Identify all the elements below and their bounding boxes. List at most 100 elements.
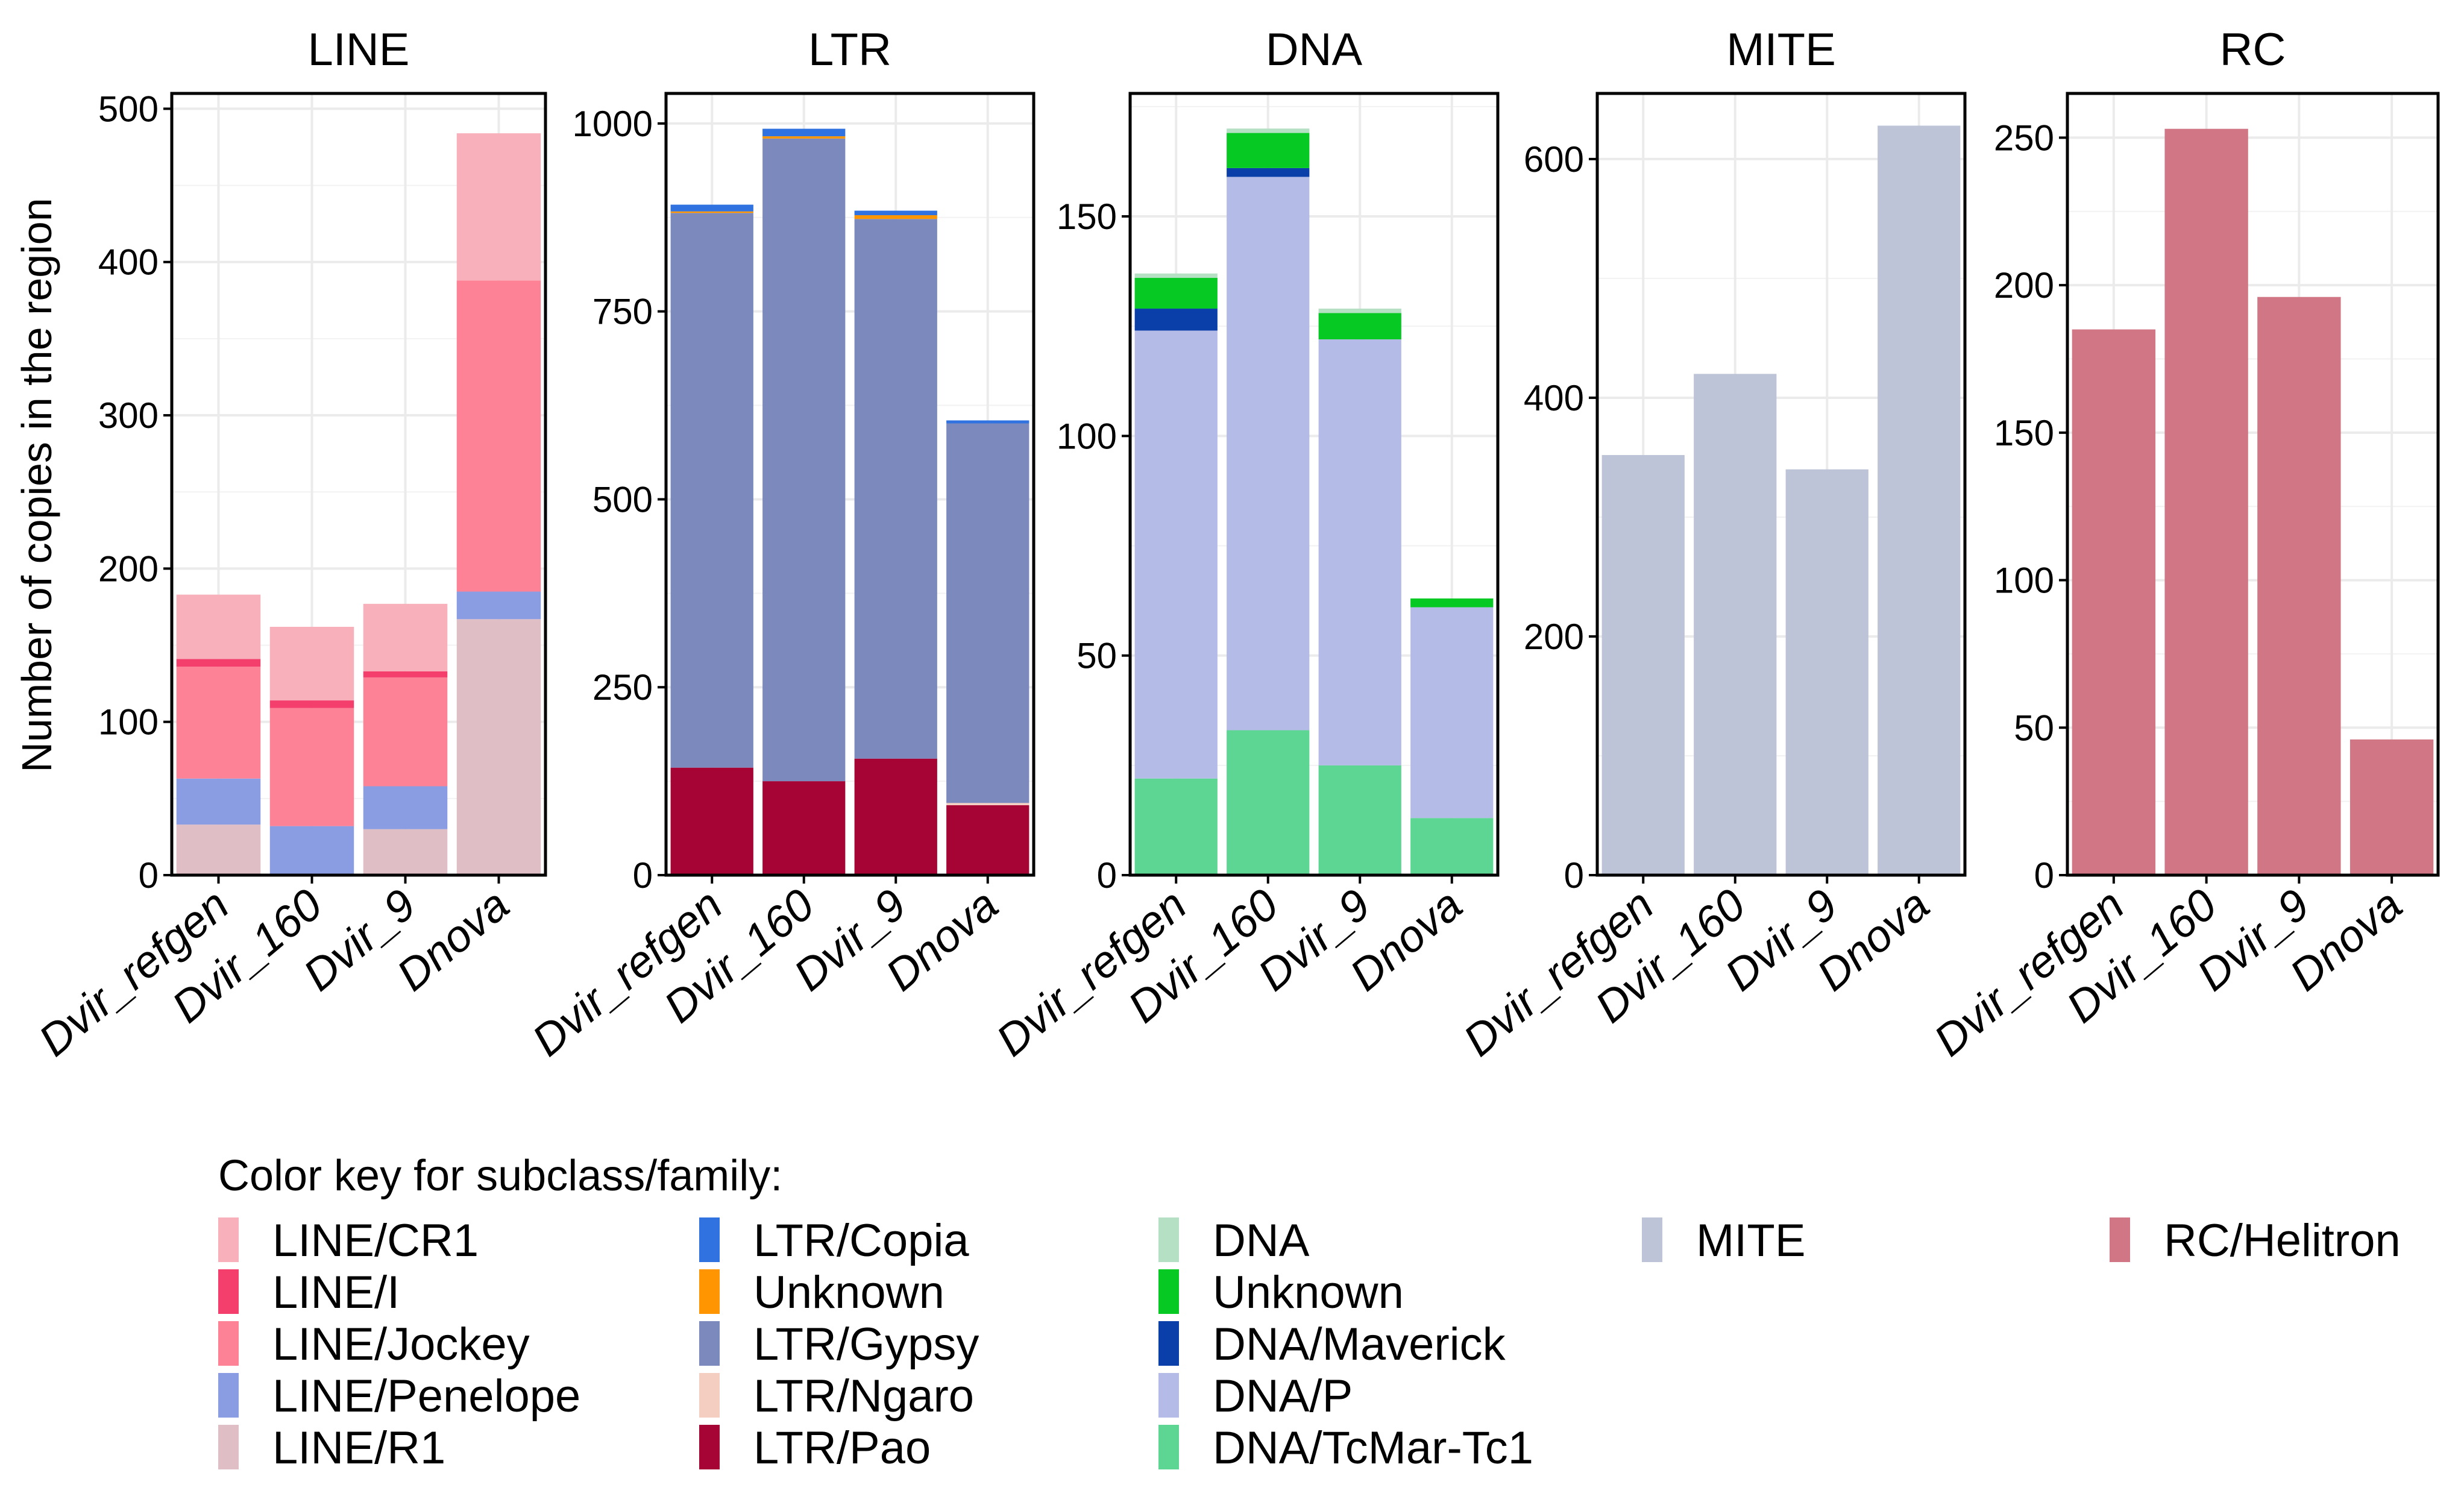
panel-border <box>170 92 547 877</box>
bar-segment-ltr-gypsy-dvir-refgen <box>670 213 753 768</box>
y-tick-label: 0 <box>1564 855 1584 896</box>
y-tick-label: 500 <box>592 479 653 520</box>
bar-segment-ltr-pao-dnova <box>946 805 1029 875</box>
legend-swatch <box>1158 1269 1179 1314</box>
legend-label: MITE <box>1696 1215 1806 1266</box>
legend-label: Unknown <box>1213 1267 1404 1318</box>
bar-segment-unknown-dvir-9 <box>854 215 937 219</box>
bar-segment-unknown-dvir-refgen <box>670 211 753 213</box>
y-tick-label: 750 <box>592 292 653 332</box>
legend-label: Unknown <box>753 1267 944 1318</box>
legend-label: LINE/I <box>272 1267 400 1318</box>
bar-segment-ltr-pao-dvir-refgen <box>670 767 753 875</box>
bar-segment-line-penelope-dnova <box>456 591 541 620</box>
y-tick-label: 200 <box>1994 265 2054 306</box>
legend-label: LTR/Copia <box>753 1215 969 1266</box>
legend-item-dna: DNA <box>1158 1215 1310 1266</box>
y-tick-label: 400 <box>1524 378 1584 418</box>
bar-segment-ltr-copia-dvir-refgen <box>670 204 753 212</box>
bar-segment-dna-p-dvir-160 <box>1227 177 1310 730</box>
legend-title: Color key for subclass/family: <box>218 1152 782 1200</box>
y-tick-label: 150 <box>1994 413 2054 453</box>
bar-segment-line-cr1-dvir-160 <box>269 627 354 701</box>
bar-segment-line-cr1-dvir-9 <box>363 603 448 671</box>
y-tick-label: 50 <box>2014 708 2054 748</box>
panel-border <box>2066 92 2440 877</box>
bar-segment-line-r1-dvir-9 <box>363 829 448 875</box>
panel-mite: MITE0200400600Dvir_refgenDvir_160Dvir_9D… <box>1454 24 1967 1066</box>
panel-line: LINE0100200300400500Dvir_refgenDvir_160D… <box>29 24 547 1066</box>
legend-swatch <box>218 1269 239 1314</box>
legend-label: LINE/Jockey <box>272 1319 530 1370</box>
facet-title: MITE <box>1726 24 1836 75</box>
legend-swatch <box>218 1217 239 1262</box>
legend-item-line-jockey: LINE/Jockey <box>218 1319 530 1370</box>
bar-segment-line-penelope-dvir-160 <box>269 826 354 875</box>
y-tick-label: 1000 <box>573 104 653 144</box>
panel-border <box>1128 92 1500 877</box>
legend-label: LINE/CR1 <box>272 1215 479 1266</box>
legend-label: LTR/Gypsy <box>753 1319 979 1370</box>
bar-segment-unknown-dvir-refgen <box>1134 278 1218 309</box>
y-tick-label: 100 <box>1994 561 2054 601</box>
bar-segment-rc-helitron-dvir-9 <box>2257 297 2341 875</box>
legend-item-dna-tcmar-tc1: DNA/TcMar-Tc1 <box>1158 1422 1533 1474</box>
bar-segment-ltr-ngaro-dnova <box>946 803 1029 806</box>
legend-swatch <box>1158 1217 1179 1262</box>
legend-label: LINE/R1 <box>272 1422 445 1474</box>
legend-item-unknown: Unknown <box>1158 1267 1404 1318</box>
bar-segment-rc-helitron-dvir-refgen <box>2072 329 2156 875</box>
legend-swatch <box>218 1425 239 1469</box>
legend-swatch <box>699 1269 720 1314</box>
legend-item-ltr-pao: LTR/Pao <box>699 1422 931 1474</box>
bar-segment-line-jockey-dvir-9 <box>363 677 448 787</box>
bar-segment-ltr-copia-dvir-160 <box>762 128 846 137</box>
bar-segment-dna-p-dnova <box>1410 607 1494 818</box>
bar-segment-dna-tcmar-tc1-dnova <box>1410 818 1494 875</box>
bar-segment-dna-maverick-dvir-refgen <box>1134 309 1218 331</box>
panel-rc: RC050100150200250Dvir_refgenDvir_160Dvir… <box>1925 24 2440 1066</box>
bar-segment-line-i-dvir-160 <box>269 700 354 708</box>
legend-label: LTR/Pao <box>753 1422 931 1474</box>
legend-swatch <box>218 1373 239 1418</box>
y-tick-label: 100 <box>1057 416 1117 456</box>
bar-segment-line-cr1-dvir-refgen <box>176 594 261 659</box>
bar-segment-dna-maverick-dvir-160 <box>1227 168 1310 177</box>
panel-ltr: LTR02505007501000Dvir_refgenDvir_160Dvir… <box>523 24 1036 1066</box>
legend-swatch <box>699 1425 720 1469</box>
bar-segment-line-jockey-dvir-refgen <box>176 667 261 779</box>
bar-segment-ltr-gypsy-dnova <box>946 423 1029 803</box>
bar-segment-mite-dnova <box>1878 125 1961 876</box>
y-tick-label: 300 <box>98 395 159 436</box>
legend-label: LINE/Penelope <box>272 1371 580 1422</box>
bar-segment-ltr-pao-dvir-160 <box>762 781 846 875</box>
bar-segment-ltr-gypsy-dvir-160 <box>762 138 846 782</box>
y-tick-label: 250 <box>592 667 653 708</box>
y-tick-label: 200 <box>98 548 159 589</box>
bar-segment-line-cr1-dnova <box>456 133 541 281</box>
bar-segment-line-i-dvir-9 <box>363 671 448 677</box>
legend-swatch <box>1158 1321 1179 1366</box>
legend-item-line-penelope: LINE/Penelope <box>218 1371 580 1422</box>
legend-item-dna-maverick: DNA/Maverick <box>1158 1319 1506 1370</box>
bar-segment-unknown-dvir-160 <box>762 136 846 139</box>
y-tick-label: 0 <box>633 855 653 896</box>
facet-title: LTR <box>808 24 891 75</box>
bar-segment-mite-dvir-9 <box>1785 469 1868 875</box>
legend-item-line-r1: LINE/R1 <box>218 1422 445 1474</box>
bar-segment-line-r1-dnova <box>456 619 541 875</box>
facet-title: LINE <box>308 24 410 75</box>
legend-swatch <box>699 1373 720 1418</box>
legend-label: DNA/Maverick <box>1213 1319 1506 1370</box>
bar-segment-line-jockey-dvir-160 <box>269 708 354 826</box>
y-tick-label: 0 <box>139 855 159 896</box>
legend-item-ltr-ngaro: LTR/Ngaro <box>699 1371 974 1422</box>
legend-swatch <box>699 1217 720 1262</box>
bar-segment-line-i-dvir-refgen <box>176 659 261 667</box>
bar-segment-line-jockey-dnova <box>456 280 541 592</box>
y-tick-label: 150 <box>1057 196 1117 237</box>
bar-segment-line-r1-dvir-refgen <box>176 825 261 875</box>
facet-title: DNA <box>1266 24 1363 75</box>
y-tick-label: 250 <box>1994 118 2054 158</box>
y-tick-label: 400 <box>98 242 159 283</box>
